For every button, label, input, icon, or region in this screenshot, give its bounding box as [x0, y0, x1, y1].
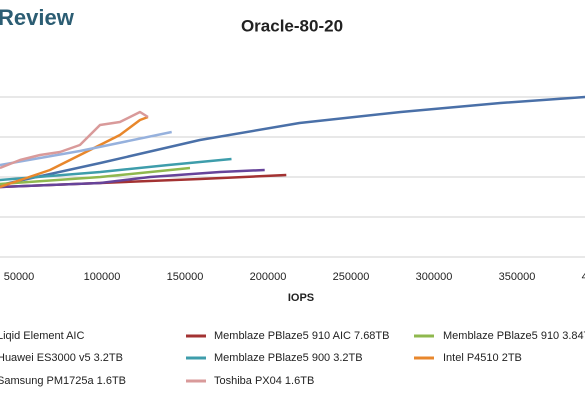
- logo: Review: [0, 5, 75, 30]
- chart-title: Oracle-80-20: [241, 16, 343, 35]
- x-tick-label: 350000: [499, 271, 536, 283]
- series-line: [0, 157, 232, 182]
- legend-label: Huawei ES3000 v5 3.2TB: [0, 352, 123, 364]
- series-line: [0, 130, 172, 167]
- legend-label: Intel P4510 2TB: [443, 352, 522, 364]
- legend-label: Memblaze PBlaze5 910 3.84TB: [443, 330, 585, 342]
- series-line: [0, 166, 191, 186]
- x-tick-label: 50000: [4, 271, 35, 283]
- series-line: [0, 115, 149, 189]
- legend-label: Samsung PM1725a 1.6TB: [0, 375, 126, 387]
- x-tick-label: 400000: [582, 271, 585, 283]
- series-line: [0, 95, 585, 187]
- x-tick-label: 250000: [333, 271, 370, 283]
- legend-label: Memblaze PBlaze5 900 3.2TB: [214, 352, 363, 364]
- x-axis-title: IOPS: [288, 292, 314, 304]
- x-tick-label: 200000: [250, 271, 287, 283]
- legend-label: Liqid Element AIC: [0, 330, 84, 342]
- x-tick-label: 300000: [416, 271, 453, 283]
- legend-label: Toshiba PX04 1.6TB: [214, 375, 314, 387]
- x-tick-label: 150000: [167, 271, 204, 283]
- series-line: [0, 168, 265, 189]
- x-tick-label: 100000: [84, 271, 121, 283]
- legend-label: Memblaze PBlaze5 910 AIC 7.68TB: [214, 330, 389, 342]
- series-line: [0, 110, 149, 170]
